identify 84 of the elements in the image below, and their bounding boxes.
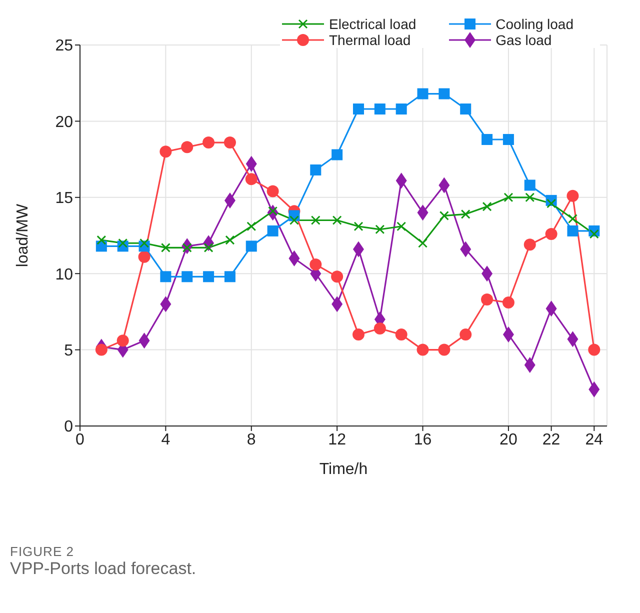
point	[502, 296, 514, 309]
point	[568, 214, 578, 224]
y-tick-label: 25	[55, 38, 74, 55]
x-tick-label: 20	[500, 431, 518, 448]
point	[289, 216, 299, 226]
legend-label: Thermal load	[329, 32, 411, 48]
point	[224, 136, 236, 149]
point	[352, 328, 364, 341]
point	[203, 271, 214, 282]
point	[266, 185, 279, 198]
y-axis-title: load/MW	[14, 203, 32, 268]
point	[502, 134, 514, 145]
point	[224, 271, 236, 282]
point	[438, 344, 450, 356]
x-tick-label: 4	[161, 431, 170, 448]
x-tick-label: 8	[246, 431, 256, 448]
legend-label: Electrical load	[329, 16, 416, 32]
legend-label: Gas load	[496, 32, 552, 48]
x-tick-label: 22	[542, 431, 560, 448]
point	[160, 146, 172, 158]
x-tick-label: 16	[414, 431, 432, 448]
point	[246, 240, 257, 252]
point	[482, 134, 493, 145]
point	[566, 190, 579, 202]
point	[589, 229, 599, 239]
point	[331, 270, 344, 283]
point	[310, 216, 320, 226]
point	[438, 88, 450, 100]
point	[95, 344, 108, 356]
point	[332, 149, 343, 160]
point	[310, 258, 322, 270]
x-tick-label: 12	[328, 431, 346, 448]
x-tick-label: 0	[76, 431, 85, 448]
point	[182, 271, 193, 282]
y-tick-label: 0	[64, 418, 74, 436]
point	[481, 294, 494, 306]
point	[546, 198, 556, 208]
point	[140, 238, 150, 248]
point	[439, 210, 449, 220]
y-tick-label: 20	[55, 114, 74, 131]
text: VPP-Ports load forecast.	[10, 559, 198, 579]
point	[246, 222, 256, 232]
caption: FIGURE 2	[10, 544, 75, 559]
point	[181, 141, 194, 154]
point	[418, 238, 428, 248]
point	[395, 328, 408, 341]
point	[460, 209, 470, 219]
point	[396, 222, 406, 232]
y-tick-label: 5	[64, 342, 74, 360]
point	[354, 222, 364, 232]
point	[225, 235, 235, 245]
point	[417, 88, 428, 100]
point	[524, 180, 536, 191]
y-tick-label: 10	[55, 266, 74, 284]
point	[310, 164, 322, 176]
point	[396, 104, 407, 115]
y-tick-label: 15	[55, 190, 74, 208]
point	[375, 224, 385, 234]
point	[116, 334, 129, 347]
point	[460, 104, 472, 115]
point	[567, 225, 578, 236]
x-tick-label: 24	[585, 431, 604, 448]
point	[160, 242, 170, 252]
point	[524, 238, 536, 251]
point	[416, 344, 429, 356]
point	[482, 202, 492, 212]
point	[118, 238, 128, 248]
point	[374, 322, 386, 334]
point	[525, 192, 535, 202]
point	[202, 136, 215, 149]
point	[96, 235, 106, 245]
point	[245, 173, 258, 186]
point	[352, 104, 364, 115]
x-axis-title: Time/h	[319, 461, 368, 478]
point	[138, 250, 150, 263]
point	[332, 216, 342, 226]
point	[374, 104, 386, 115]
legend-label: Cooling load	[496, 16, 574, 32]
point	[545, 228, 558, 240]
point	[160, 271, 172, 282]
point	[267, 225, 278, 236]
point	[504, 192, 514, 202]
point	[460, 328, 472, 341]
point	[588, 344, 600, 356]
